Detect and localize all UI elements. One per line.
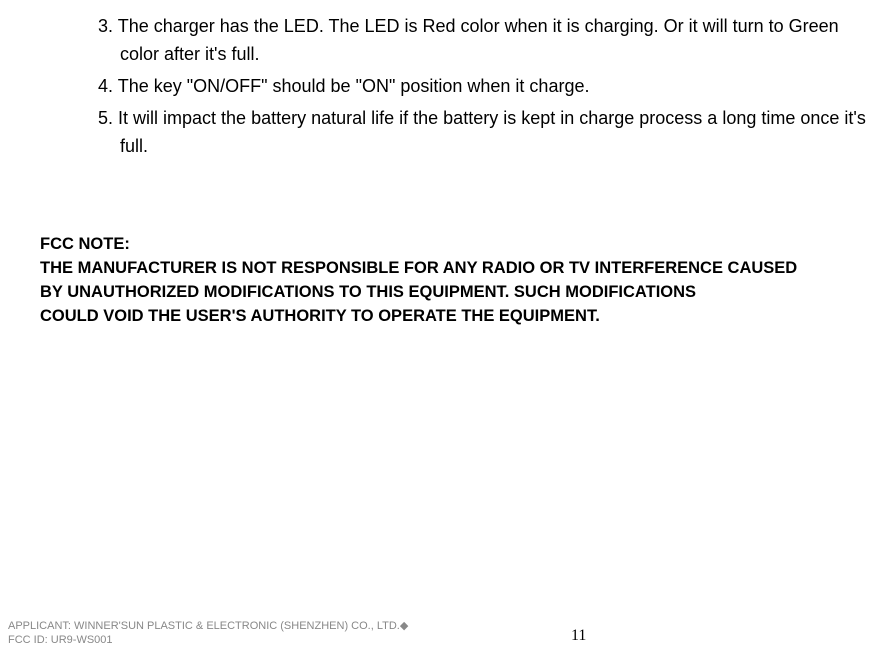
page-number: 11 [571,627,586,645]
footer-applicant-value: WINNER'SUN PLASTIC & ELECTRONIC (SHENZHE… [74,620,400,632]
numbered-list: 3. The charger has the LED. The LED is R… [76,12,866,160]
footer-fccid-line: FCC ID: UR9-WS001 [8,633,568,647]
fcc-note: FCC NOTE: THE MANUFACTURER IS NOT RESPON… [40,232,876,328]
footer-applicant-line: APPLICANT: WINNER'SUN PLASTIC & ELECTRON… [8,619,568,633]
fcc-heading: FCC NOTE: [40,232,876,256]
fcc-line: COULD VOID THE USER'S AUTHORITY TO OPERA… [40,304,876,328]
list-item-text: It will impact the battery natural life … [118,108,866,156]
list-item-number: 4. [98,76,113,96]
footer-fccid-value: UR9-WS001 [51,634,113,646]
list-item-text: The charger has the LED. The LED is Red … [118,16,839,64]
footer: APPLICANT: WINNER'SUN PLASTIC & ELECTRON… [8,619,568,647]
list-item-number: 3. [98,16,113,36]
list-item: 3. The charger has the LED. The LED is R… [76,12,866,68]
fcc-line: THE MANUFACTURER IS NOT RESPONSIBLE FOR … [40,256,876,280]
footer-fccid-label: FCC ID: [8,634,51,646]
page-container: 3. The charger has the LED. The LED is R… [0,0,894,661]
fcc-line: BY UNAUTHORIZED MODIFICATIONS TO THIS EQ… [40,280,876,304]
list-item: 5. It will impact the battery natural li… [76,104,866,160]
footer-applicant-label: APPLICANT: [8,620,74,632]
list-item-number: 5. [98,108,113,128]
list-item: 4. The key "ON/OFF" should be "ON" posit… [76,72,866,100]
footer-glyph-icon: ◆ [400,620,408,632]
list-item-text: The key "ON/OFF" should be "ON" position… [118,76,590,96]
